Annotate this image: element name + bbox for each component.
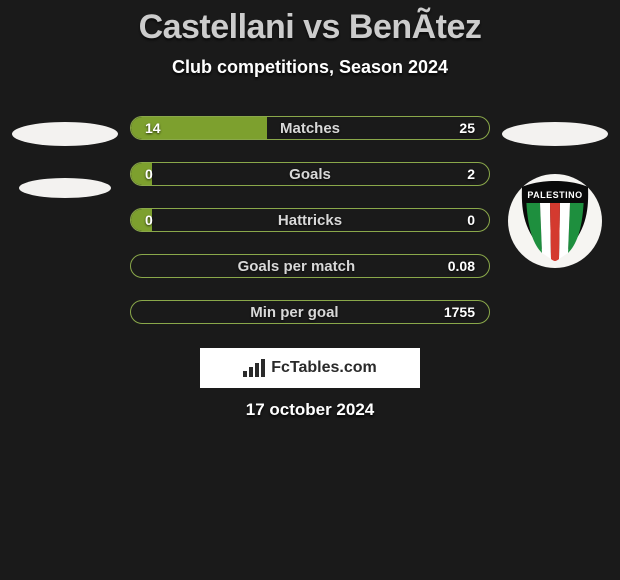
stat-right-value: 0 [467,212,489,228]
player2-club-badge: PALESTINO [508,174,602,268]
stat-label: Goals [153,166,467,183]
right-logos-column: PALESTINO [490,116,620,324]
stats-column: 14Matches250Goals20Hattricks0Goals per m… [130,116,490,324]
stat-right-value: 0.08 [448,258,489,274]
palestino-shield-icon: PALESTINO [518,179,592,263]
subtitle: Club competitions, Season 2024 [0,57,620,78]
stat-left-value: 0 [131,212,153,228]
stat-label: Matches [161,120,460,137]
stat-left-value: 14 [131,120,161,136]
bar-chart-icon [243,359,265,377]
player2-logo-placeholder [502,122,608,146]
stat-label: Min per goal [145,304,444,321]
fctables-text: FcTables.com [271,359,377,377]
player1-logo-placeholder [12,122,118,146]
stat-right-value: 2 [467,166,489,182]
stat-right-value: 25 [459,120,489,136]
left-logos-column [0,116,130,324]
player1-club-logo-placeholder [19,178,111,198]
stat-label: Goals per match [145,258,448,275]
stat-label: Hattricks [153,212,467,229]
badge-label-text: PALESTINO [527,190,582,200]
stat-left-value: 0 [131,166,153,182]
page-title: Castellani vs BenÃ­tez [0,8,620,47]
stat-row: 0Hattricks0 [130,208,490,232]
stat-row: Goals per match0.08 [130,254,490,278]
stat-row: 14Matches25 [130,116,490,140]
stat-right-value: 1755 [444,304,489,320]
date-line: 17 october 2024 [0,400,620,420]
stat-row: 0Goals2 [130,162,490,186]
stat-row: Min per goal1755 [130,300,490,324]
fctables-branding: FcTables.com [200,348,420,388]
